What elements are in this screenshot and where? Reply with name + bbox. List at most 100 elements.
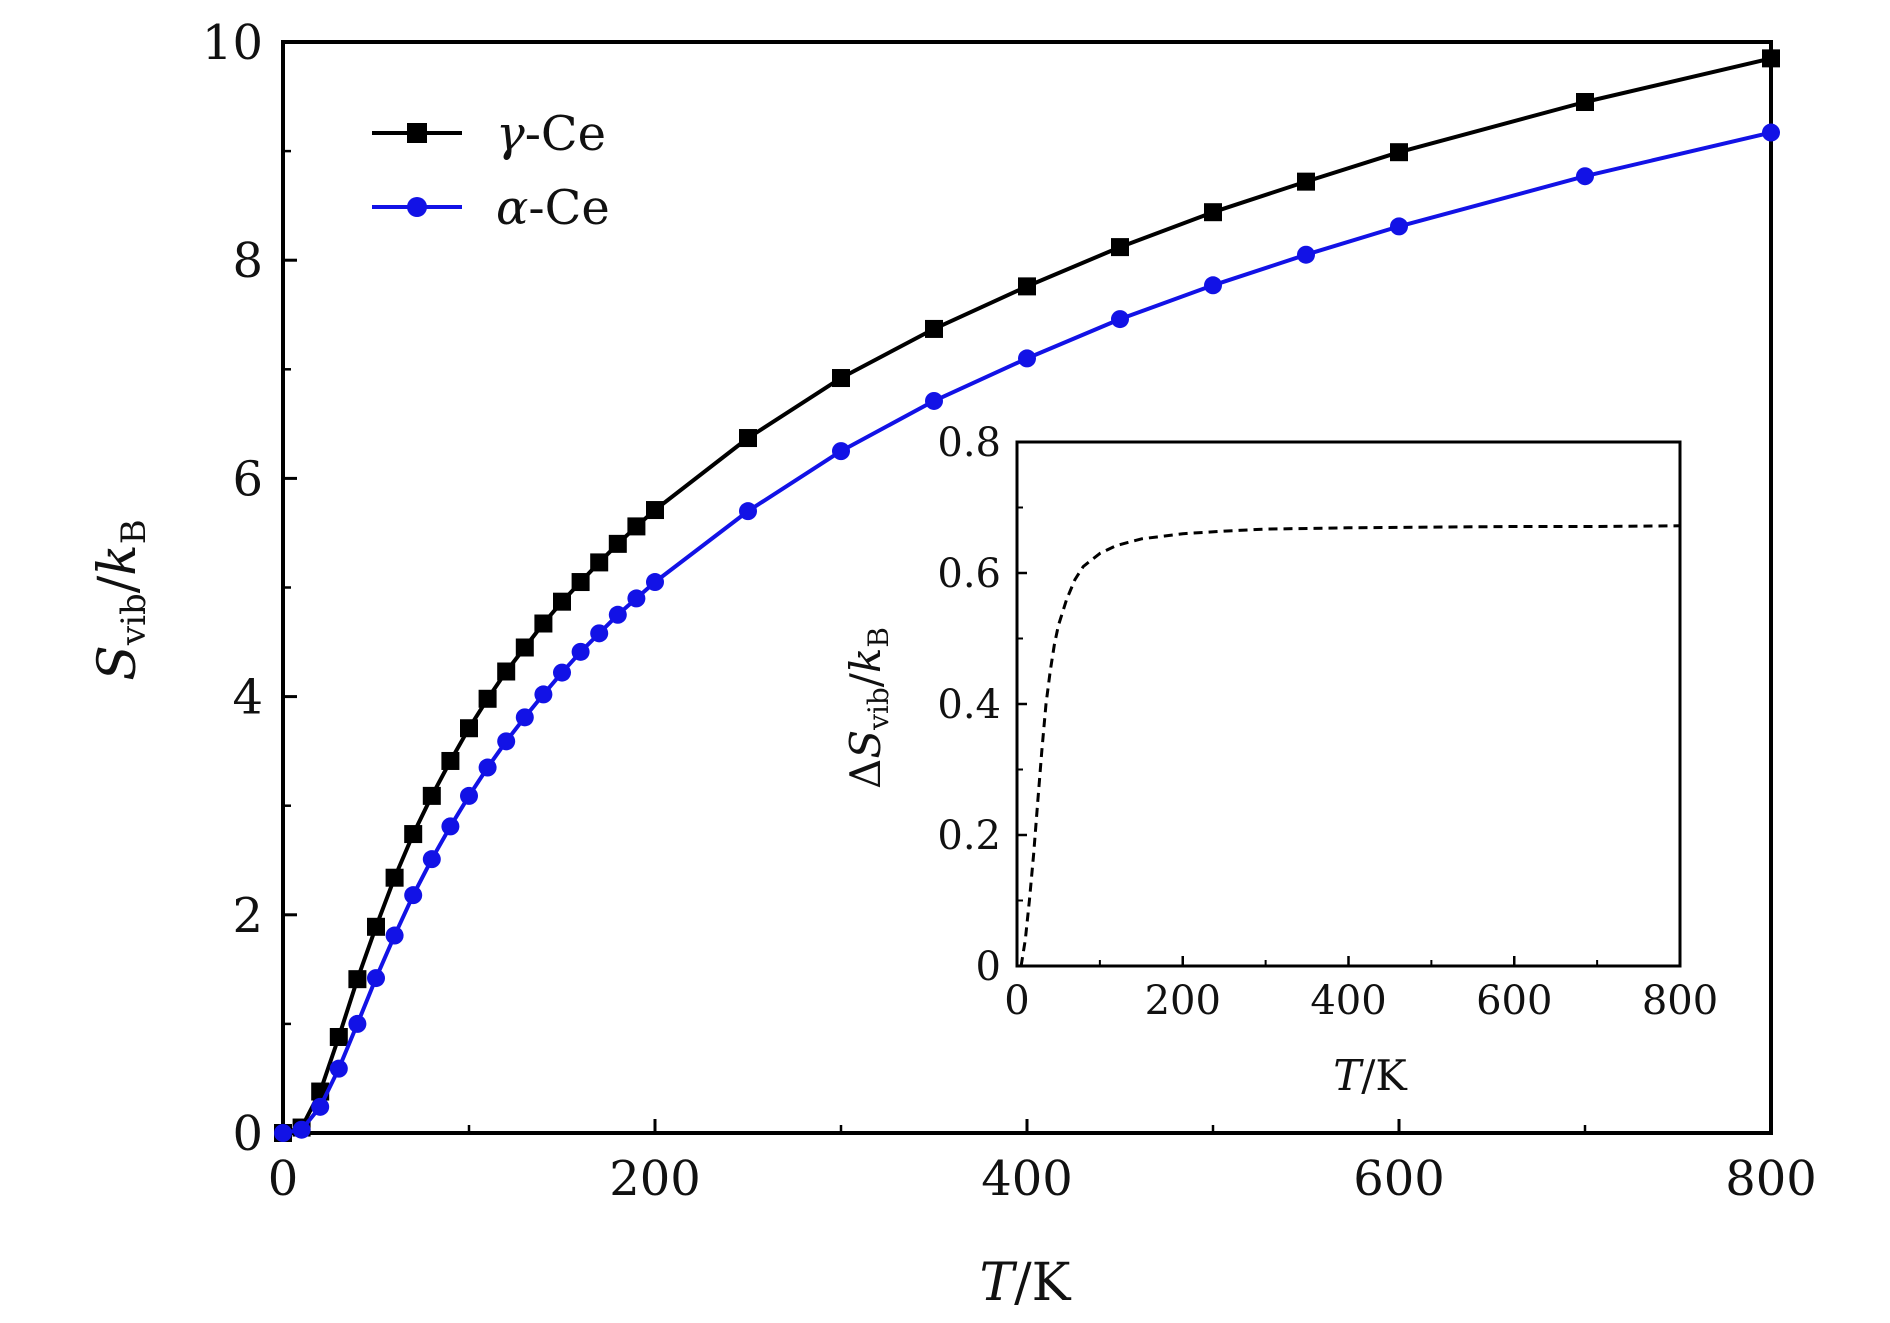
main-axis-ticks: 0 200 400 600 800 0 2 4 6 8 10 (202, 15, 1817, 1207)
data-point-alpha-ce (608, 605, 627, 624)
inset-y-label-var: S (841, 730, 890, 759)
inset-y-tick-label: 0 (976, 944, 1001, 990)
inset-y-tick-label: 0.6 (937, 551, 1001, 597)
data-point-gamma-ce (1018, 277, 1036, 296)
data-point-alpha-ce (385, 926, 404, 945)
data-point-gamma-ce (1297, 172, 1315, 191)
main-y-label-sub2: B (114, 519, 154, 544)
legend: γ-Ce α-Ce (372, 106, 610, 236)
main-x-label-var: T (979, 1253, 1017, 1313)
data-point-alpha-ce (422, 850, 441, 869)
inset-y-label-sep: / (841, 672, 890, 687)
data-point-gamma-ce (832, 369, 850, 388)
main-y-label-var2: k (88, 544, 148, 576)
inset-y-axis-label: ΔSvib/kB (841, 627, 895, 789)
inset-y-tick-label: 0.4 (937, 682, 1001, 728)
data-point-gamma-ce (497, 662, 516, 681)
inset-x-label-var: T (1333, 1051, 1364, 1100)
main-series-group (274, 49, 1780, 1142)
main-x-tick-label: 400 (981, 1151, 1073, 1207)
inset-x-tick-label: 800 (1642, 978, 1718, 1024)
data-point-alpha-ce (292, 1120, 311, 1139)
inset-y-label-sub: vib (862, 687, 895, 731)
data-point-gamma-ce (404, 825, 423, 844)
data-point-alpha-ce (571, 642, 590, 661)
inset-x-tick-label: 0 (1004, 978, 1029, 1024)
data-point-gamma-ce (739, 429, 757, 448)
main-y-label-sep: / (88, 575, 148, 593)
main-x-tick-label: 600 (1353, 1151, 1445, 1207)
data-point-alpha-ce (739, 502, 757, 521)
data-point-alpha-ce (1297, 245, 1315, 264)
data-point-gamma-ce (627, 517, 646, 536)
data-point-alpha-ce (515, 708, 534, 727)
data-point-gamma-ce (460, 719, 478, 738)
legend-rest-alpha: -Ce (528, 180, 609, 236)
data-point-alpha-ce (1018, 349, 1036, 368)
data-point-gamma-ce (1204, 203, 1222, 222)
data-point-gamma-ce (1762, 49, 1780, 68)
data-point-alpha-ce (590, 624, 609, 643)
data-point-alpha-ce (534, 685, 553, 704)
data-point-alpha-ce (367, 969, 385, 988)
data-point-alpha-ce (274, 1124, 292, 1142)
inset-y-tick-label: 0.8 (937, 420, 1001, 466)
main-y-tick-label: 6 (232, 451, 263, 507)
main-y-label-sub: vib (114, 593, 154, 646)
main-x-tick-label: 0 (268, 1151, 299, 1207)
legend-symbol-gamma: γ (496, 106, 525, 162)
data-point-gamma-ce (1390, 143, 1408, 162)
data-point-gamma-ce (1576, 93, 1594, 112)
main-y-tick-label: 0 (232, 1106, 263, 1162)
data-point-gamma-ce (571, 573, 590, 592)
inset-series-line-delta-s (1019, 524, 1681, 967)
data-point-alpha-ce (1390, 217, 1408, 236)
inset-y-tick-label: 0.2 (937, 813, 1001, 859)
data-point-gamma-ce (515, 638, 534, 657)
inset-x-tick-label: 400 (1310, 978, 1386, 1024)
data-point-gamma-ce (441, 751, 460, 770)
data-point-alpha-ce (441, 817, 460, 836)
main-x-tick-label: 200 (609, 1151, 701, 1207)
main-y-tick-label: 8 (232, 233, 263, 289)
data-point-gamma-ce (385, 868, 404, 887)
legend-label-alpha: α-Ce (496, 180, 610, 236)
main-y-tick-label: 10 (202, 15, 263, 71)
main-y-tick-label: 2 (232, 888, 263, 944)
legend-rest-gamma: -Ce (525, 106, 606, 162)
data-point-alpha-ce (1111, 310, 1129, 329)
legend-marker-alpha (407, 197, 427, 217)
main-x-axis-label: T/K (979, 1253, 1071, 1313)
inset-y-label-sub2: B (862, 627, 895, 648)
data-point-gamma-ce (1111, 238, 1129, 257)
data-point-alpha-ce (478, 758, 497, 777)
data-point-gamma-ce (534, 614, 553, 633)
inset-background (1017, 442, 1680, 966)
data-point-gamma-ce (925, 319, 943, 338)
data-point-alpha-ce (832, 442, 850, 461)
data-point-alpha-ce (553, 663, 571, 682)
legend-label-gamma: γ-Ce (496, 106, 606, 162)
data-point-alpha-ce (925, 391, 943, 410)
data-point-gamma-ce (608, 534, 627, 553)
inset-x-tick-label: 600 (1476, 978, 1552, 1024)
data-point-alpha-ce (627, 589, 646, 608)
data-point-alpha-ce (329, 1059, 348, 1078)
data-point-gamma-ce (348, 970, 367, 989)
inset-y-label-pre: Δ (841, 759, 890, 789)
data-point-alpha-ce (404, 886, 423, 905)
inset-y-label-var2: k (841, 648, 890, 673)
inset-x-tick-label: 200 (1145, 978, 1221, 1024)
data-point-alpha-ce (460, 786, 478, 805)
data-point-alpha-ce (311, 1097, 330, 1116)
data-point-alpha-ce (1576, 167, 1594, 186)
main-x-tick-label: 800 (1725, 1151, 1817, 1207)
main-x-label-rest: /K (1014, 1253, 1072, 1313)
main-y-axis-label: Svib/kB (88, 519, 154, 681)
data-point-alpha-ce (1762, 123, 1780, 142)
data-point-alpha-ce (348, 1014, 367, 1033)
main-y-label-var: S (88, 645, 148, 681)
data-point-gamma-ce (553, 592, 571, 611)
data-point-gamma-ce (422, 786, 441, 805)
